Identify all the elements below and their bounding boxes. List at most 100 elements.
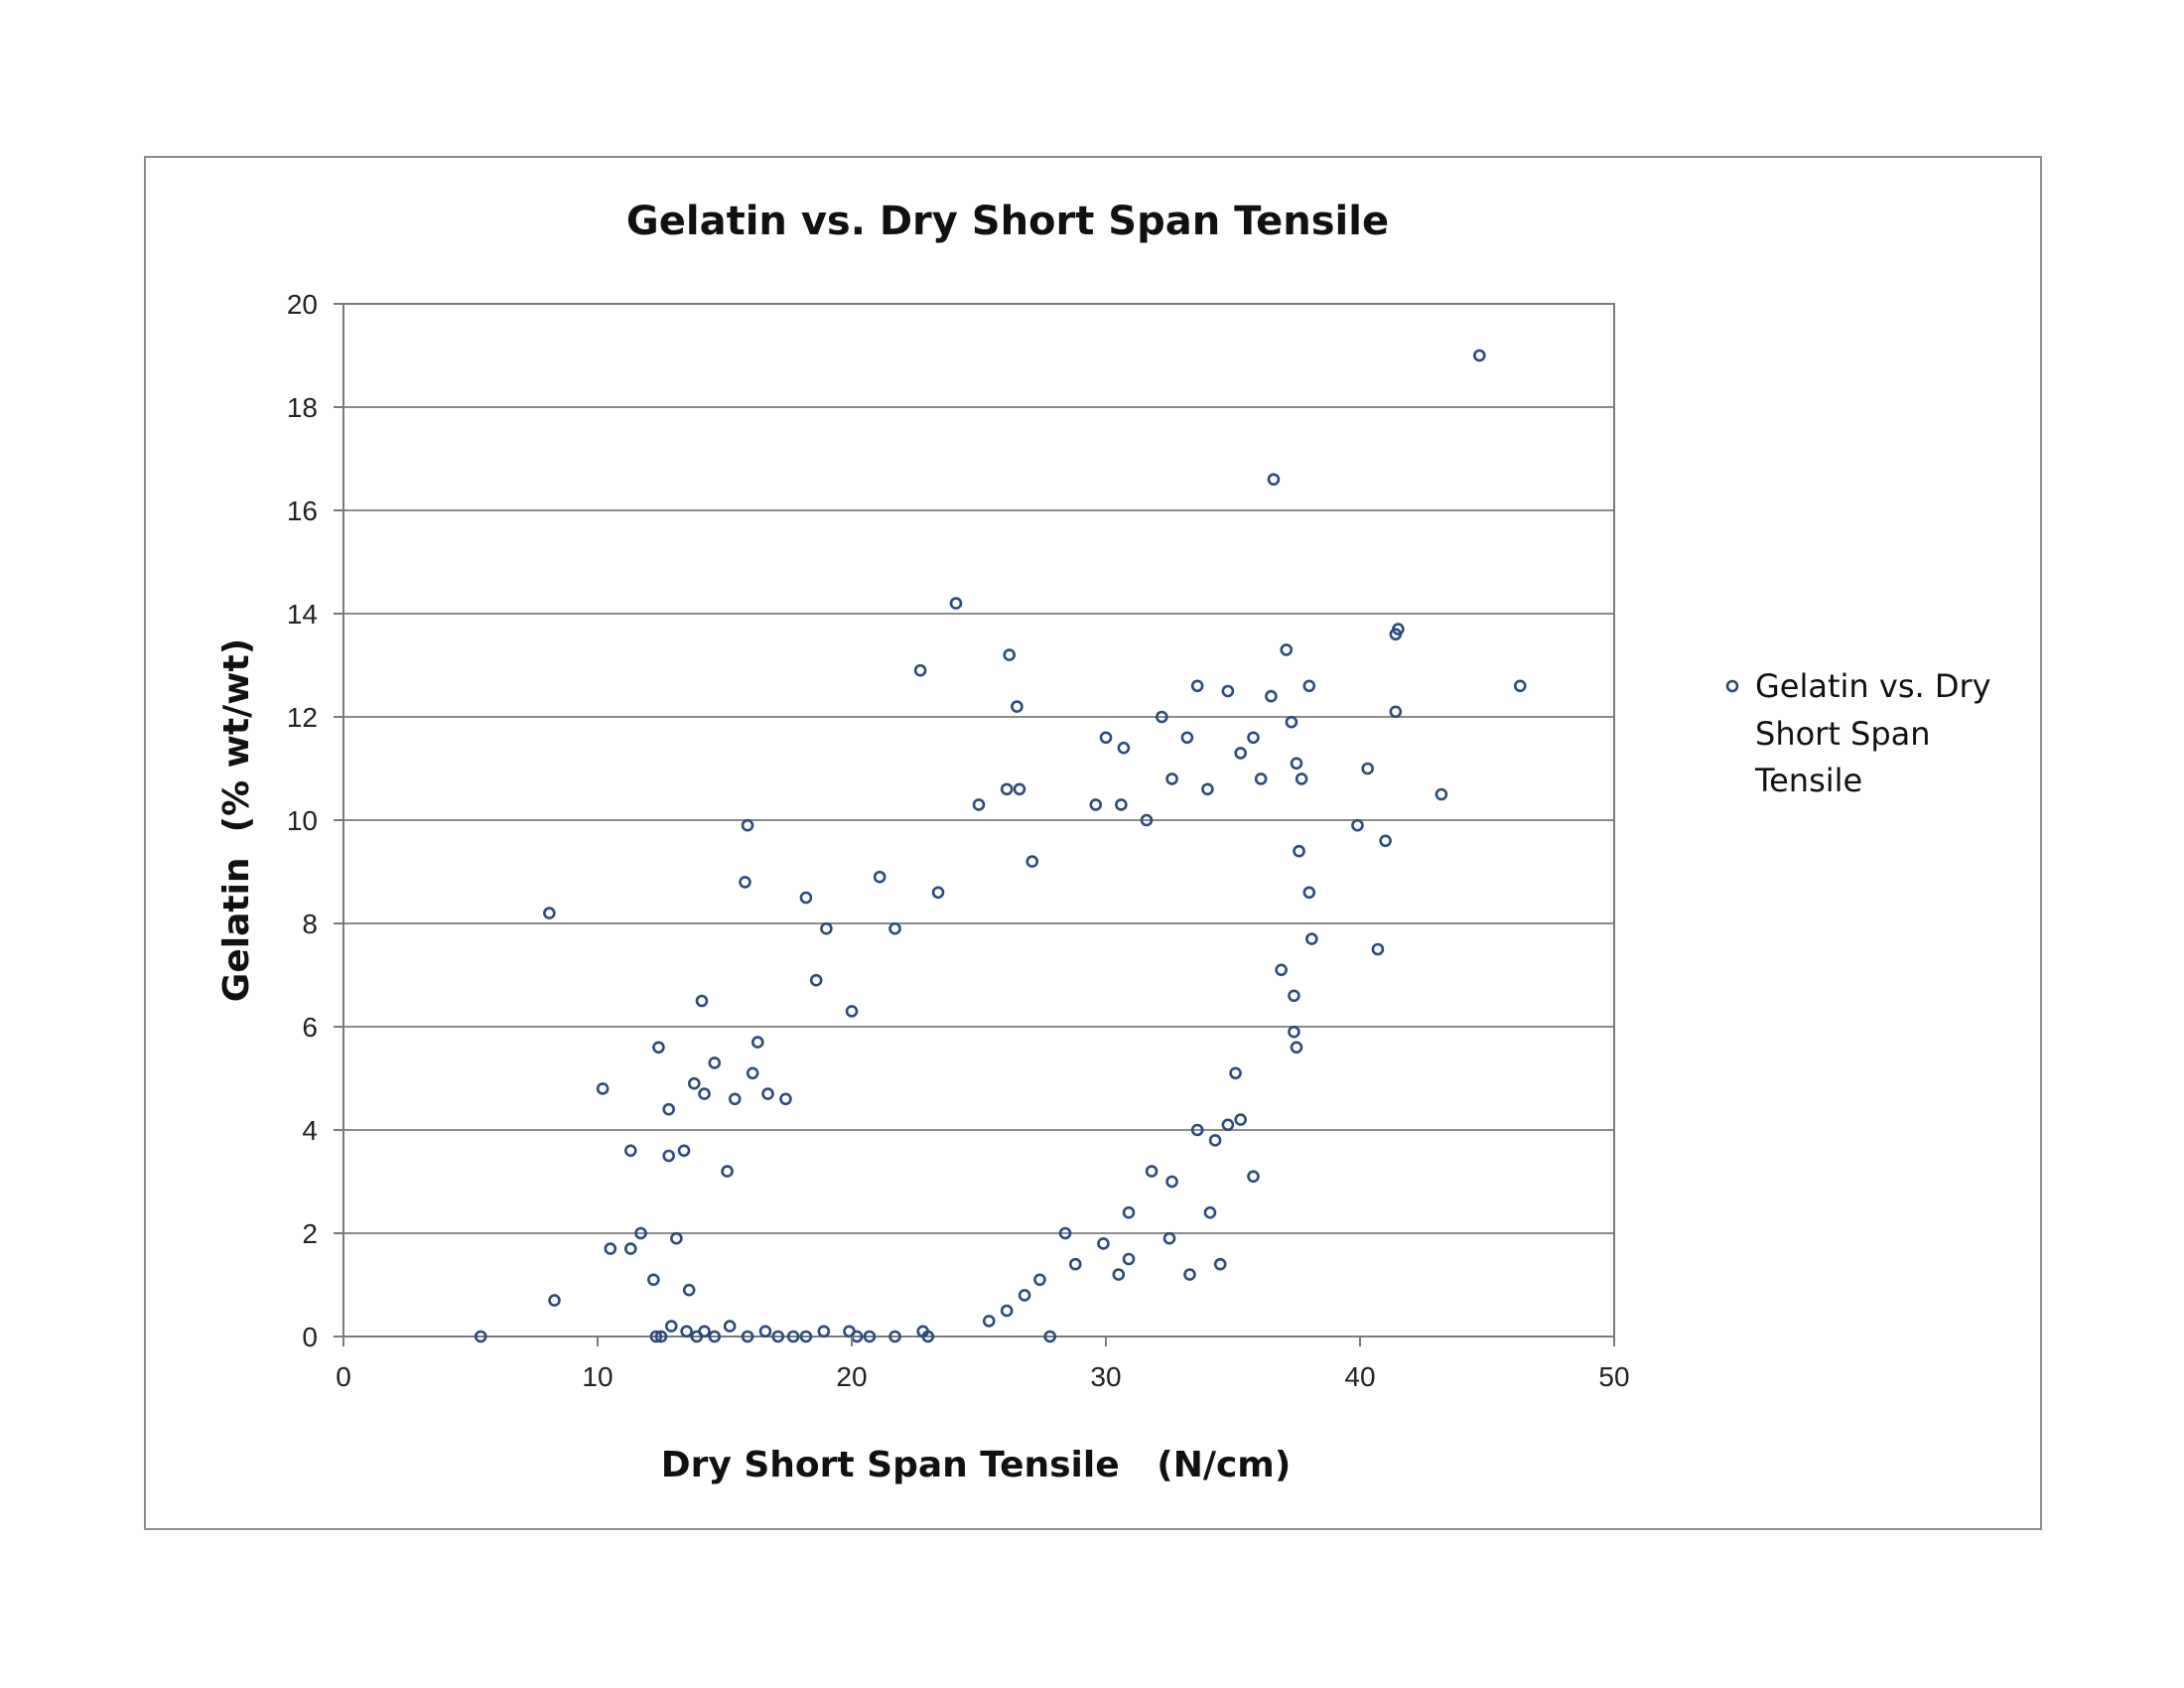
data-point bbox=[916, 1325, 929, 1338]
x-tick-label: 10 bbox=[582, 1361, 613, 1392]
data-point bbox=[662, 1102, 675, 1116]
data-point bbox=[888, 1330, 901, 1343]
legend: Gelatin vs. Dry Short Span Tensile bbox=[1725, 667, 1991, 799]
data-points bbox=[474, 349, 1527, 1343]
data-point bbox=[1288, 989, 1300, 1003]
data-point bbox=[695, 994, 709, 1008]
data-point bbox=[1247, 731, 1260, 745]
data-point bbox=[741, 818, 754, 832]
y-tick-label: 20 bbox=[287, 289, 318, 320]
data-point bbox=[634, 1226, 647, 1240]
data-point bbox=[1011, 700, 1024, 713]
data-point bbox=[1068, 1257, 1082, 1271]
data-point bbox=[1265, 689, 1278, 703]
data-point bbox=[751, 1036, 764, 1049]
data-point bbox=[1190, 1123, 1204, 1137]
data-point bbox=[949, 597, 963, 610]
data-point bbox=[739, 876, 751, 889]
data-point bbox=[1003, 648, 1017, 661]
data-point bbox=[1000, 1304, 1014, 1318]
data-point bbox=[820, 921, 833, 935]
data-point bbox=[931, 886, 945, 900]
tick-labels: 0 2 4 6 8 10 12 14 16 18 20 0 10 20 30 40 50 bbox=[287, 289, 1630, 1392]
data-point bbox=[799, 1330, 813, 1343]
y-tick-label: 4 bbox=[302, 1115, 318, 1146]
data-point bbox=[1290, 1041, 1303, 1055]
y-tick-label: 0 bbox=[302, 1322, 318, 1352]
data-point bbox=[746, 1066, 759, 1080]
data-point bbox=[664, 1320, 678, 1333]
data-point bbox=[786, 1330, 800, 1343]
data-point bbox=[1234, 747, 1247, 760]
data-point bbox=[654, 1330, 668, 1343]
legend-line-1: Gelatin vs. Dry bbox=[1755, 667, 1991, 705]
data-point bbox=[1122, 1205, 1136, 1219]
x-tick-label: 30 bbox=[1090, 1361, 1121, 1392]
data-point bbox=[1293, 844, 1305, 858]
data-point bbox=[647, 1273, 660, 1287]
data-point bbox=[1229, 1066, 1242, 1080]
data-point bbox=[1392, 623, 1405, 635]
data-point bbox=[888, 921, 901, 935]
data-point bbox=[596, 1082, 610, 1095]
data-point bbox=[1145, 1165, 1159, 1178]
y-tick-label: 10 bbox=[287, 805, 318, 836]
data-point bbox=[728, 1092, 742, 1106]
y-tick-label: 14 bbox=[287, 599, 318, 630]
data-point bbox=[649, 1330, 663, 1343]
data-point bbox=[972, 798, 986, 811]
chart-title: Gelatin vs. Dry Short Span Tensile bbox=[626, 199, 1389, 244]
data-point bbox=[1221, 684, 1235, 698]
data-point bbox=[1275, 963, 1288, 977]
data-point bbox=[1112, 1268, 1126, 1281]
data-point bbox=[1267, 473, 1281, 487]
data-point bbox=[604, 1242, 617, 1255]
data-point bbox=[687, 1076, 701, 1090]
data-point bbox=[1183, 1268, 1196, 1281]
data-point bbox=[1288, 1025, 1300, 1039]
data-point bbox=[779, 1092, 792, 1106]
data-point bbox=[1285, 715, 1298, 729]
data-point bbox=[1089, 798, 1103, 811]
x-axis-title: Dry Short Span Tensile (N/cm) bbox=[661, 1445, 1292, 1485]
data-point bbox=[690, 1330, 704, 1343]
data-point bbox=[652, 1041, 665, 1055]
legend-marker bbox=[1725, 679, 1739, 693]
data-point bbox=[1302, 886, 1316, 900]
data-point bbox=[761, 1087, 774, 1100]
data-point bbox=[843, 1325, 856, 1338]
gridlines bbox=[343, 406, 1614, 1234]
data-point bbox=[863, 1330, 877, 1343]
data-point bbox=[741, 1330, 754, 1343]
data-point bbox=[721, 1165, 734, 1178]
data-point bbox=[1513, 679, 1527, 693]
data-point bbox=[1097, 1237, 1110, 1250]
data-point bbox=[623, 1242, 637, 1255]
data-point bbox=[1115, 798, 1128, 811]
data-point bbox=[1033, 1273, 1046, 1287]
data-point bbox=[799, 891, 813, 905]
data-point bbox=[1201, 782, 1214, 796]
y-tick-label: 12 bbox=[287, 702, 318, 733]
data-point bbox=[1203, 1205, 1217, 1219]
data-point bbox=[723, 1320, 737, 1333]
data-point bbox=[1305, 932, 1318, 945]
data-point bbox=[1254, 773, 1268, 785]
legend-line-2: Short Span bbox=[1755, 715, 1931, 753]
data-point bbox=[1208, 1134, 1222, 1147]
data-point bbox=[1099, 731, 1113, 745]
data-point bbox=[698, 1087, 711, 1100]
data-point bbox=[1000, 782, 1014, 796]
data-point bbox=[1122, 1252, 1136, 1266]
x-tick-label: 20 bbox=[836, 1361, 867, 1392]
data-point bbox=[680, 1325, 693, 1338]
data-point bbox=[1434, 787, 1448, 801]
y-tick-label: 18 bbox=[287, 392, 318, 423]
data-point bbox=[1221, 1118, 1235, 1132]
data-point bbox=[1351, 818, 1364, 832]
data-point bbox=[1018, 1289, 1031, 1302]
data-point bbox=[677, 1144, 691, 1158]
data-point bbox=[845, 1005, 859, 1018]
x-tick-label: 0 bbox=[336, 1361, 351, 1392]
